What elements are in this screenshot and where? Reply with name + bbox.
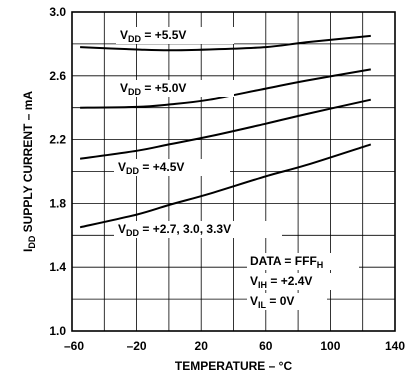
y-axis-title: IDD SUPPLY CURRENT – mA [21, 91, 37, 252]
condition-annotation: VIL = 0V [250, 294, 294, 310]
series-curves [80, 36, 371, 227]
x-tick-label: 140 [385, 339, 405, 353]
x-tick-label: –20 [127, 339, 147, 353]
x-tick-label: 60 [259, 339, 273, 353]
x-tick-label: –60 [64, 339, 84, 353]
x-tick-label: 100 [320, 339, 340, 353]
curve-vdd-2-7-3-3v [80, 144, 371, 227]
curve-vdd-4-5v [80, 100, 371, 159]
tick-labels: –60 –20 20 60 100 140 1.0 1.4 1.8 2.2 2.6 3.0 [49, 5, 405, 353]
y-tick-label: 1.4 [49, 260, 66, 274]
y-tick-label: 2.2 [49, 133, 66, 147]
y-tick-label: 3.0 [49, 5, 66, 19]
y-tick-label: 1.8 [49, 196, 66, 210]
x-tick-label: 20 [195, 339, 209, 353]
y-tick-label: 1.0 [49, 324, 66, 338]
condition-annotation: DATA = FFFH​ [250, 254, 323, 270]
x-axis-title: TEMPERATURE – °C [175, 359, 293, 373]
y-tick-label: 2.6 [49, 69, 66, 83]
